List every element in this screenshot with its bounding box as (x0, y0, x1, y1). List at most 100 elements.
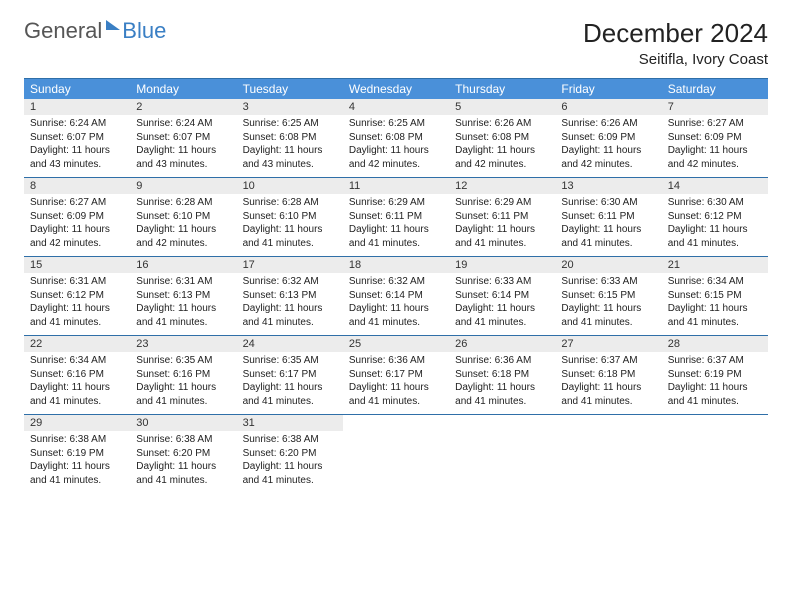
day-number: 7 (662, 99, 768, 115)
logo-triangle-icon (106, 20, 120, 30)
day-cell: 16Sunrise: 6:31 AMSunset: 6:13 PMDayligh… (130, 257, 236, 335)
sunrise-text: Sunrise: 6:29 AM (455, 196, 549, 210)
day-cell: 23Sunrise: 6:35 AMSunset: 6:16 PMDayligh… (130, 336, 236, 414)
day-number: 20 (555, 257, 661, 273)
daylight-text: Daylight: 11 hours and 41 minutes. (561, 302, 655, 329)
daylight-text: Daylight: 11 hours and 41 minutes. (30, 460, 124, 487)
day-body: Sunrise: 6:37 AMSunset: 6:18 PMDaylight:… (555, 352, 661, 412)
day-cell: 15Sunrise: 6:31 AMSunset: 6:12 PMDayligh… (24, 257, 130, 335)
dow-saturday: Saturday (662, 79, 768, 99)
sunrise-text: Sunrise: 6:35 AM (243, 354, 337, 368)
day-number: 16 (130, 257, 236, 273)
day-body: Sunrise: 6:36 AMSunset: 6:17 PMDaylight:… (343, 352, 449, 412)
day-cell: 9Sunrise: 6:28 AMSunset: 6:10 PMDaylight… (130, 178, 236, 256)
sunset-text: Sunset: 6:09 PM (30, 210, 124, 224)
day-cell: 13Sunrise: 6:30 AMSunset: 6:11 PMDayligh… (555, 178, 661, 256)
day-cell (449, 415, 555, 493)
day-body: Sunrise: 6:24 AMSunset: 6:07 PMDaylight:… (24, 115, 130, 175)
sunset-text: Sunset: 6:07 PM (136, 131, 230, 145)
day-cell: 31Sunrise: 6:38 AMSunset: 6:20 PMDayligh… (237, 415, 343, 493)
sunrise-text: Sunrise: 6:27 AM (30, 196, 124, 210)
daylight-text: Daylight: 11 hours and 41 minutes. (668, 302, 762, 329)
day-number: 23 (130, 336, 236, 352)
sunset-text: Sunset: 6:17 PM (243, 368, 337, 382)
daylight-text: Daylight: 11 hours and 41 minutes. (455, 302, 549, 329)
day-cell (555, 415, 661, 493)
daylight-text: Daylight: 11 hours and 41 minutes. (243, 460, 337, 487)
sunset-text: Sunset: 6:13 PM (136, 289, 230, 303)
day-body: Sunrise: 6:31 AMSunset: 6:12 PMDaylight:… (24, 273, 130, 333)
sunrise-text: Sunrise: 6:28 AM (136, 196, 230, 210)
sunset-text: Sunset: 6:10 PM (136, 210, 230, 224)
dow-row: Sunday Monday Tuesday Wednesday Thursday… (24, 79, 768, 99)
day-cell: 14Sunrise: 6:30 AMSunset: 6:12 PMDayligh… (662, 178, 768, 256)
sunrise-text: Sunrise: 6:26 AM (561, 117, 655, 131)
day-body: Sunrise: 6:32 AMSunset: 6:14 PMDaylight:… (343, 273, 449, 333)
day-cell: 22Sunrise: 6:34 AMSunset: 6:16 PMDayligh… (24, 336, 130, 414)
week-row: 15Sunrise: 6:31 AMSunset: 6:12 PMDayligh… (24, 257, 768, 336)
sunset-text: Sunset: 6:07 PM (30, 131, 124, 145)
day-body: Sunrise: 6:35 AMSunset: 6:17 PMDaylight:… (237, 352, 343, 412)
day-cell: 7Sunrise: 6:27 AMSunset: 6:09 PMDaylight… (662, 99, 768, 177)
sunrise-text: Sunrise: 6:29 AM (349, 196, 443, 210)
sunset-text: Sunset: 6:10 PM (243, 210, 337, 224)
sunrise-text: Sunrise: 6:25 AM (243, 117, 337, 131)
day-number: 6 (555, 99, 661, 115)
day-body: Sunrise: 6:29 AMSunset: 6:11 PMDaylight:… (449, 194, 555, 254)
day-number: 25 (343, 336, 449, 352)
day-number: 14 (662, 178, 768, 194)
day-cell: 3Sunrise: 6:25 AMSunset: 6:08 PMDaylight… (237, 99, 343, 177)
day-number: 13 (555, 178, 661, 194)
dow-monday: Monday (130, 79, 236, 99)
sunrise-text: Sunrise: 6:32 AM (349, 275, 443, 289)
page-subtitle: Seitifla, Ivory Coast (583, 51, 768, 68)
day-body: Sunrise: 6:27 AMSunset: 6:09 PMDaylight:… (24, 194, 130, 254)
day-number: 12 (449, 178, 555, 194)
week-row: 29Sunrise: 6:38 AMSunset: 6:19 PMDayligh… (24, 415, 768, 493)
day-cell: 8Sunrise: 6:27 AMSunset: 6:09 PMDaylight… (24, 178, 130, 256)
daylight-text: Daylight: 11 hours and 42 minutes. (455, 144, 549, 171)
sunset-text: Sunset: 6:20 PM (243, 447, 337, 461)
day-cell: 5Sunrise: 6:26 AMSunset: 6:08 PMDaylight… (449, 99, 555, 177)
day-number: 27 (555, 336, 661, 352)
daylight-text: Daylight: 11 hours and 43 minutes. (243, 144, 337, 171)
day-body: Sunrise: 6:28 AMSunset: 6:10 PMDaylight:… (237, 194, 343, 254)
day-number: 15 (24, 257, 130, 273)
week-row: 8Sunrise: 6:27 AMSunset: 6:09 PMDaylight… (24, 178, 768, 257)
day-number: 22 (24, 336, 130, 352)
title-block: December 2024 Seitifla, Ivory Coast (583, 18, 768, 68)
day-cell: 19Sunrise: 6:33 AMSunset: 6:14 PMDayligh… (449, 257, 555, 335)
day-cell: 24Sunrise: 6:35 AMSunset: 6:17 PMDayligh… (237, 336, 343, 414)
day-body: Sunrise: 6:32 AMSunset: 6:13 PMDaylight:… (237, 273, 343, 333)
daylight-text: Daylight: 11 hours and 42 minutes. (349, 144, 443, 171)
daylight-text: Daylight: 11 hours and 41 minutes. (668, 223, 762, 250)
sunset-text: Sunset: 6:17 PM (349, 368, 443, 382)
day-cell: 28Sunrise: 6:37 AMSunset: 6:19 PMDayligh… (662, 336, 768, 414)
day-number: 4 (343, 99, 449, 115)
sunrise-text: Sunrise: 6:32 AM (243, 275, 337, 289)
sunrise-text: Sunrise: 6:36 AM (349, 354, 443, 368)
brand-word-1: General (24, 18, 102, 44)
page-header: General Blue December 2024 Seitifla, Ivo… (24, 18, 768, 68)
day-body: Sunrise: 6:33 AMSunset: 6:14 PMDaylight:… (449, 273, 555, 333)
day-cell: 2Sunrise: 6:24 AMSunset: 6:07 PMDaylight… (130, 99, 236, 177)
sunrise-text: Sunrise: 6:26 AM (455, 117, 549, 131)
day-number: 18 (343, 257, 449, 273)
day-number: 29 (24, 415, 130, 431)
daylight-text: Daylight: 11 hours and 41 minutes. (455, 381, 549, 408)
day-body: Sunrise: 6:31 AMSunset: 6:13 PMDaylight:… (130, 273, 236, 333)
sunset-text: Sunset: 6:14 PM (455, 289, 549, 303)
day-number: 26 (449, 336, 555, 352)
day-cell: 12Sunrise: 6:29 AMSunset: 6:11 PMDayligh… (449, 178, 555, 256)
sunrise-text: Sunrise: 6:37 AM (668, 354, 762, 368)
day-body: Sunrise: 6:38 AMSunset: 6:19 PMDaylight:… (24, 431, 130, 491)
sunrise-text: Sunrise: 6:38 AM (30, 433, 124, 447)
sunrise-text: Sunrise: 6:35 AM (136, 354, 230, 368)
sunrise-text: Sunrise: 6:38 AM (243, 433, 337, 447)
sunset-text: Sunset: 6:09 PM (561, 131, 655, 145)
sunset-text: Sunset: 6:12 PM (668, 210, 762, 224)
day-number: 9 (130, 178, 236, 194)
dow-friday: Friday (555, 79, 661, 99)
day-cell: 29Sunrise: 6:38 AMSunset: 6:19 PMDayligh… (24, 415, 130, 493)
daylight-text: Daylight: 11 hours and 41 minutes. (136, 460, 230, 487)
